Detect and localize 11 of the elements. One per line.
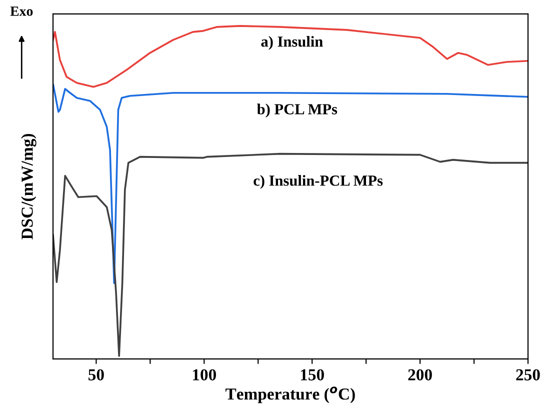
x-tick-label: 200 [408,369,432,380]
x-tick-label: 100 [192,369,216,380]
x-tick-label: 50 [88,369,104,380]
annotation: b) PCL MPs [257,104,338,118]
annotation: a) Insulin [261,36,323,50]
x-tick-label: 250 [516,369,540,380]
text: Exo [10,6,33,16]
x-tick-label: 150 [300,369,324,380]
y-axis-title: DSC/(mW/mg) [21,134,36,240]
x-axis-title: Temperature ($^{o}$C) [226,386,355,404]
annotation: c) Insulin-PCL MPs [254,175,383,189]
